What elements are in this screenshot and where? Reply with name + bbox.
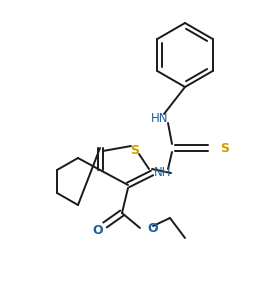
Text: O: O	[147, 221, 158, 235]
Text: NH: NH	[154, 167, 172, 180]
Text: HN: HN	[151, 112, 169, 124]
Text: S: S	[220, 142, 229, 155]
Text: S: S	[131, 143, 140, 156]
Text: O: O	[93, 224, 103, 236]
